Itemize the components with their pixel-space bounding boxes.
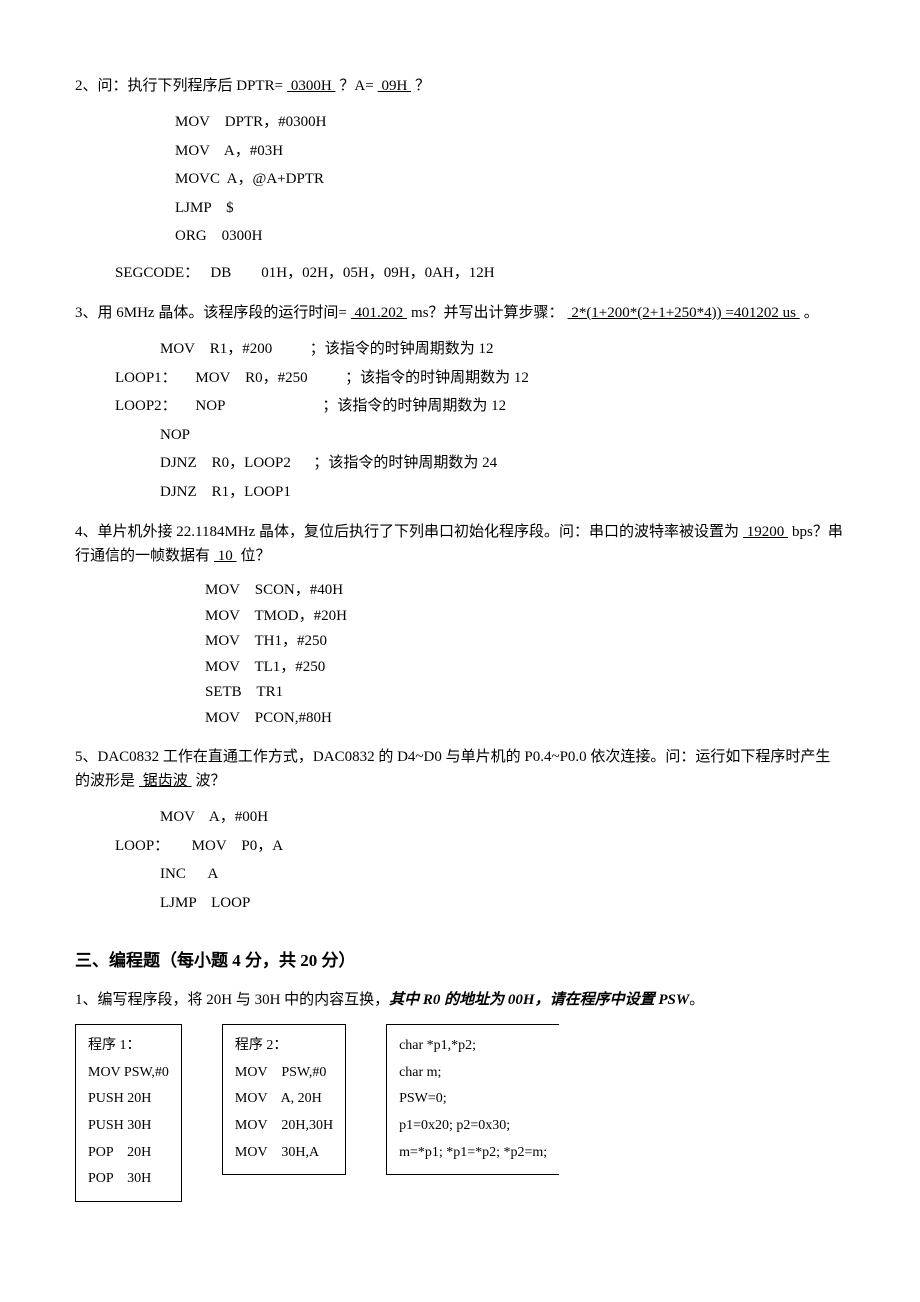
q2-answer-dptr: 0300H (283, 78, 339, 94)
section3-q1: 1、编写程序段，将 20H 与 30H 中的内容互换，其中 R0 的地址为 00… (75, 988, 845, 1012)
q4-end: 位？ (241, 548, 271, 564)
q4-answer-baud: 19200 (739, 524, 792, 540)
s3q1-pre: 1、编写程序段，将 20H 与 30H 中的内容互换， (75, 992, 389, 1008)
q2-prompt: 2、问：执行下列程序后 DPTR= (75, 78, 283, 94)
q2-segcode: SEGCODE： DB 01H，02H，05H，09H，0AH，12H (115, 259, 845, 288)
program-boxes: 程序 1： MOV PSW,#0 PUSH 20H PUSH 30H POP 2… (75, 1024, 845, 1202)
q4-code: MOV SCON，#40H MOV TMOD，#20H MOV TH1，#250… (205, 578, 845, 731)
q3-prompt: 3、用 6MHz 晶体。该程序段的运行时间= (75, 305, 347, 321)
q5-end: 波？ (196, 773, 226, 789)
q2-code: MOV DPTR，#0300H MOV A，#03H MOVC A，@A+DPT… (175, 108, 845, 251)
question-4: 4、单片机外接 22.1184MHz 晶体，复位后执行了下列串口初始化程序段。问… (75, 520, 845, 568)
q2-end: ？ (415, 78, 430, 94)
q4-prompt: 4、单片机外接 22.1184MHz 晶体，复位后执行了下列串口初始化程序段。问… (75, 524, 739, 540)
s3q1-bold: 其中 R0 的地址为 00H，请在程序中设置 PSW (389, 992, 689, 1008)
q5-code: MOV A，#00H LOOP： MOV P0，A INC A LJMP LOO… (115, 803, 845, 917)
q3-answer-steps: 2*(1+200*(2+1+250*4)) =401202 us (564, 305, 804, 321)
s3q1-end: 。 (689, 992, 704, 1008)
q3-code: MOV R1，#200 ；该指令的时钟周期数为 12 LOOP1： MOV R0… (115, 335, 845, 506)
q3-answer-time: 401.202 (347, 305, 411, 321)
section-3-title: 三、编程题（每小题 4 分，共 20 分） (75, 947, 845, 974)
q5-answer-wave: 锯齿波 (135, 773, 196, 789)
q3-end: 。 (804, 305, 819, 321)
program-box-2: 程序 2： MOV PSW,#0 MOV A, 20H MOV 20H,30H … (222, 1024, 346, 1175)
question-2: 2、问：执行下列程序后 DPTR= 0300H ？A= 09H ？ (75, 74, 845, 98)
question-3: 3、用 6MHz 晶体。该程序段的运行时间= 401.202 ms？并写出计算步… (75, 301, 845, 325)
program-box-1: 程序 1： MOV PSW,#0 PUSH 20H PUSH 30H POP 2… (75, 1024, 182, 1202)
q2-mid: ？A= (339, 78, 373, 94)
q3-mid: ms？并写出计算步骤： (411, 305, 564, 321)
program-box-3: char *p1,*p2; char m; PSW=0; p1=0x20; p2… (386, 1024, 559, 1175)
q4-answer-bits: 10 (210, 548, 241, 564)
question-5: 5、DAC0832 工作在直通工作方式，DAC0832 的 D4~D0 与单片机… (75, 745, 845, 793)
q2-answer-a: 09H (374, 78, 415, 94)
